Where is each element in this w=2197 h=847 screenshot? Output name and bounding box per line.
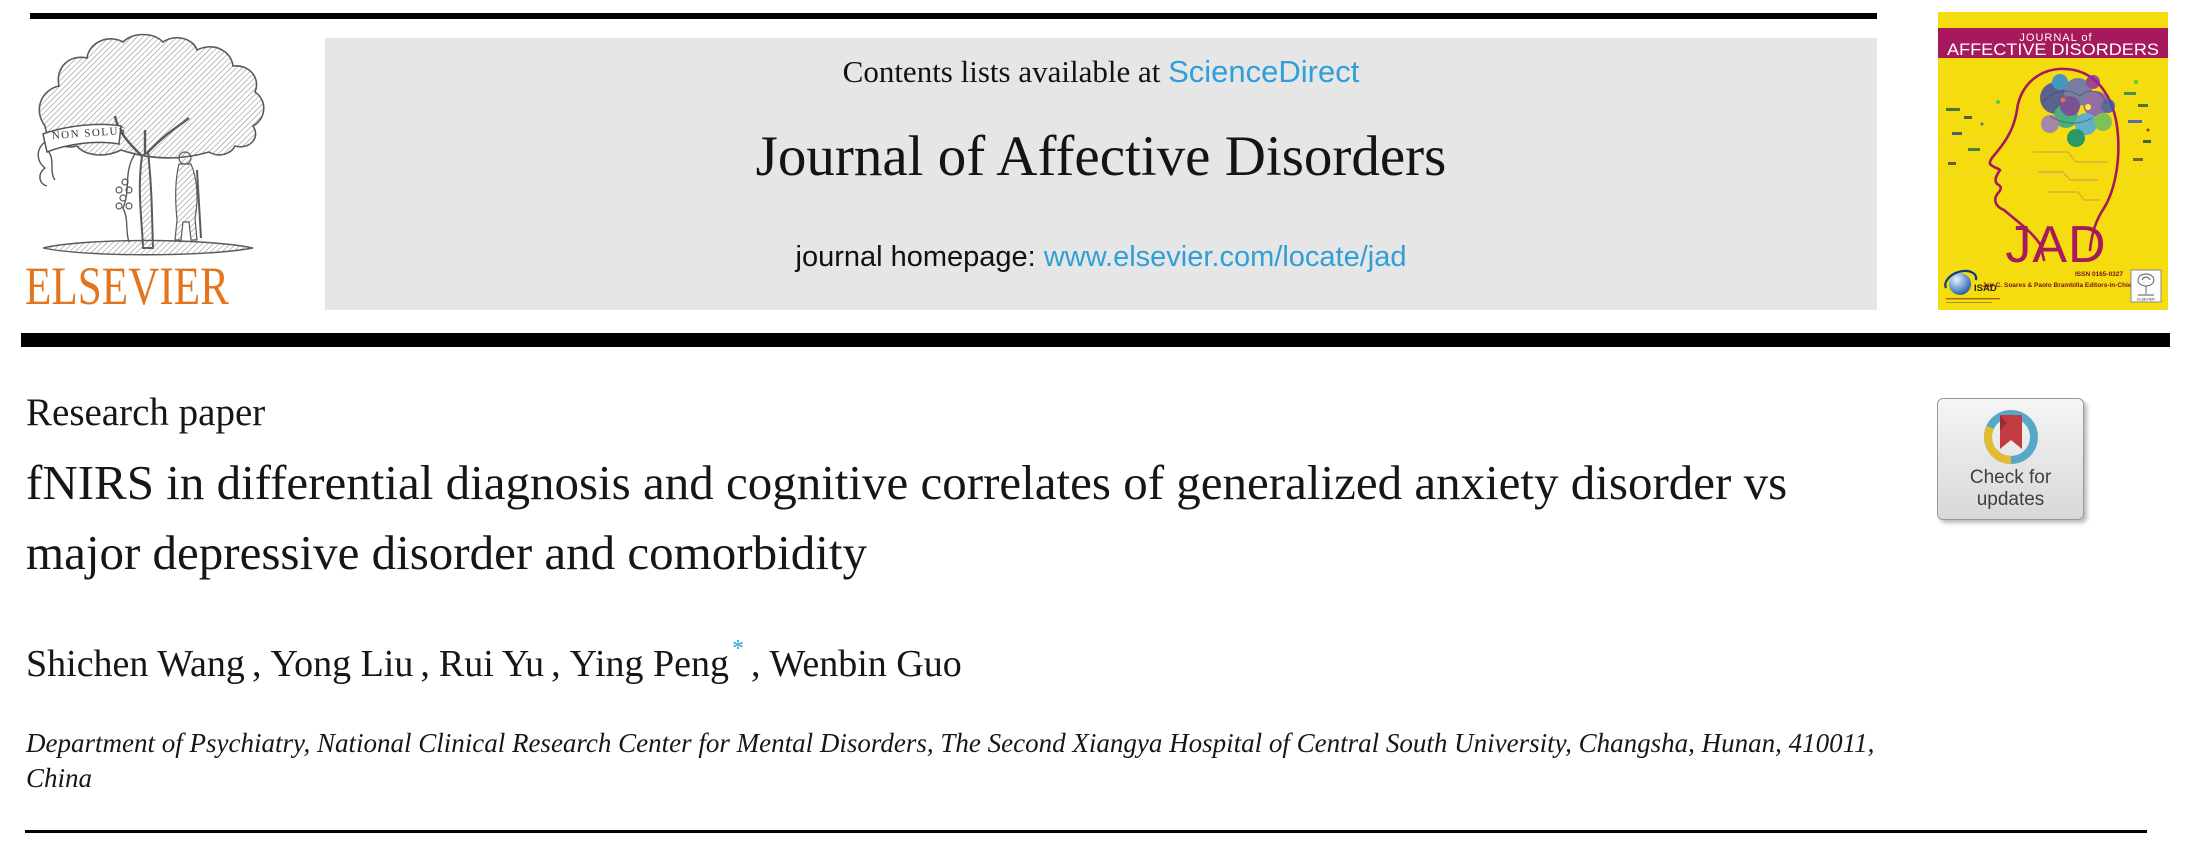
author-separator: ,	[251, 643, 262, 685]
journal-cover: JOURNAL of AFFECTIVE DISORDERS	[1938, 12, 2168, 310]
cover-streaks	[1946, 80, 2151, 165]
head-profile-outline	[1988, 67, 2120, 262]
affiliation: Department of Psychiatry, National Clini…	[26, 728, 1875, 793]
homepage-prefix: journal homepage:	[795, 241, 1044, 273]
vine	[122, 153, 136, 243]
journal-cover-image: JOURNAL of AFFECTIVE DISORDERS	[1938, 12, 2168, 310]
author-name: Yong Liu	[270, 643, 414, 685]
author-name: Wenbin Guo	[769, 643, 962, 685]
isad-text: ISAD	[1974, 283, 1997, 294]
cover-elsevier-mini-logo: ELSEVIER	[2130, 269, 2162, 303]
figure-head	[178, 151, 192, 165]
crossmark-icon	[1983, 410, 2038, 464]
cover-elsevier-mini-text: ELSEVIER	[2137, 298, 2155, 302]
tree-branches	[113, 115, 190, 157]
banner-ribbon	[42, 123, 122, 154]
author-name: Rui Yu	[438, 643, 545, 685]
elsevier-logo: NON SOLUS ELSEVIER	[25, 30, 275, 316]
section-divider-bar	[21, 333, 2170, 347]
isad-logo: ISAD	[1944, 269, 2000, 303]
author-separator: ,	[751, 643, 761, 685]
author-separator: ,	[551, 643, 561, 685]
article-type-label: Research paper	[26, 391, 266, 434]
banner-tails	[37, 141, 56, 187]
article-title: fNIRS in differential diagnosis and cogn…	[26, 455, 1788, 580]
badge-text-line1: Check for	[1969, 467, 2052, 488]
figure-body	[174, 163, 198, 241]
contents-line: Contents lists available at ScienceDirec…	[325, 38, 1877, 90]
figure-staff	[196, 169, 202, 239]
circuit-traces	[2033, 151, 2108, 201]
journal-title: Journal of Affective Disorders	[755, 125, 1447, 188]
elsevier-wordmark: ELSEVIER	[25, 256, 229, 316]
cover-editors-line: Jair C. Soares & Paolo Brambilla Editors…	[1982, 282, 2134, 289]
contents-prefix: Contents lists available at	[842, 54, 1169, 89]
author-separator: ,	[420, 643, 430, 685]
tree-trunk	[138, 150, 155, 249]
check-for-updates-badge[interactable]: Check for updates	[1937, 398, 2084, 520]
cover-issn: ISSN 0165-0327	[2075, 271, 2123, 278]
top-rule	[30, 13, 1877, 19]
author-list: Shichen Wang, Yong Liu, Rui Yu, Ying Peng *,…	[26, 636, 962, 686]
cover-background	[1938, 12, 2168, 310]
author-name: Ying Peng	[569, 643, 729, 685]
cover-monogram: JAD	[2005, 216, 2106, 274]
brain-art	[2040, 74, 2115, 147]
grapes	[115, 178, 133, 210]
bottom-rule	[25, 830, 2147, 833]
elsevier-tree-icon: NON SOLUS	[37, 33, 265, 256]
author-name: Shichen Wang	[26, 643, 245, 685]
banner-motto-text: NON SOLUS	[51, 125, 127, 142]
ground	[42, 239, 254, 256]
cover-masthead-line1: JOURNAL of	[2019, 32, 2092, 44]
badge-text-line2: updates	[1976, 489, 2045, 510]
corresponding-author-marker[interactable]: *	[732, 636, 744, 663]
sciencedirect-link[interactable]: ScienceDirect	[1168, 54, 1360, 89]
cover-masthead-line2: AFFECTIVE DISORDERS	[1947, 40, 2159, 59]
cover-masthead-band	[1938, 28, 2168, 58]
journal-homepage-link[interactable]: www.elsevier.com/locate/jad	[1043, 241, 1407, 273]
homepage-line: journal homepage: www.elsevier.com/locat…	[325, 241, 1877, 274]
journal-header-box: Contents lists available at ScienceDirec…	[325, 38, 1877, 310]
